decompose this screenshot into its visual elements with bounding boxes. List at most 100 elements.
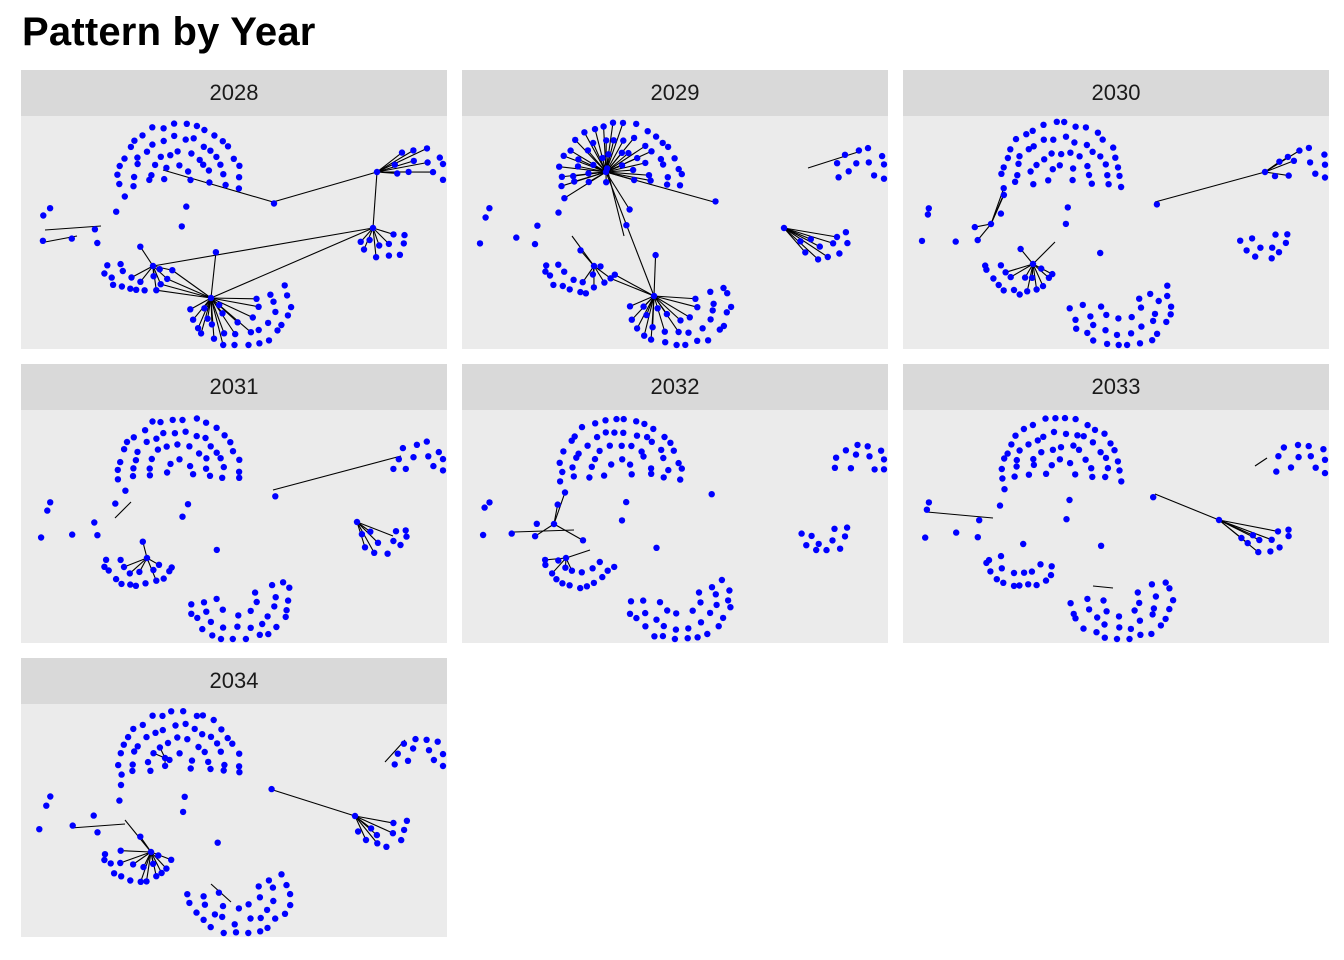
node bbox=[423, 736, 430, 743]
node bbox=[410, 157, 417, 165]
node bbox=[649, 324, 656, 331]
node bbox=[653, 616, 660, 623]
node bbox=[179, 513, 186, 520]
node bbox=[999, 475, 1006, 482]
edge bbox=[200, 297, 212, 334]
node bbox=[160, 429, 167, 437]
node bbox=[146, 176, 153, 184]
node bbox=[259, 620, 266, 628]
node bbox=[663, 181, 671, 188]
node bbox=[707, 288, 714, 295]
node bbox=[1053, 118, 1060, 125]
node bbox=[112, 575, 120, 583]
node bbox=[1104, 172, 1111, 179]
node bbox=[709, 307, 716, 314]
node bbox=[974, 534, 981, 541]
node bbox=[531, 533, 539, 540]
node bbox=[591, 455, 599, 463]
node bbox=[439, 467, 447, 474]
node bbox=[402, 527, 409, 534]
node bbox=[279, 579, 287, 586]
node bbox=[710, 300, 717, 307]
node bbox=[1166, 605, 1173, 613]
node bbox=[207, 765, 214, 773]
node bbox=[112, 500, 119, 507]
edge bbox=[131, 265, 154, 278]
node bbox=[163, 443, 170, 450]
edge bbox=[559, 166, 607, 173]
node bbox=[1072, 415, 1079, 423]
node bbox=[1285, 172, 1292, 179]
node bbox=[1033, 161, 1040, 169]
facet-panel-2034: 2034 bbox=[21, 658, 447, 937]
node bbox=[210, 335, 218, 342]
node bbox=[187, 176, 194, 184]
node bbox=[1101, 621, 1108, 628]
facet-panel-2028: 2028 bbox=[21, 70, 447, 349]
node bbox=[575, 156, 582, 163]
node bbox=[1007, 273, 1014, 281]
node-layer bbox=[37, 415, 447, 643]
node bbox=[152, 729, 159, 736]
node bbox=[187, 306, 194, 313]
node bbox=[117, 556, 124, 564]
node bbox=[572, 136, 579, 144]
node bbox=[1320, 446, 1327, 453]
node bbox=[235, 468, 243, 475]
node bbox=[134, 743, 141, 750]
node bbox=[1276, 158, 1283, 165]
node bbox=[706, 609, 714, 617]
node bbox=[202, 465, 210, 472]
node bbox=[189, 471, 197, 478]
node bbox=[392, 528, 400, 535]
node bbox=[556, 163, 563, 170]
node bbox=[224, 143, 232, 150]
node bbox=[264, 613, 271, 620]
node bbox=[201, 126, 208, 134]
node bbox=[123, 438, 131, 446]
edge bbox=[210, 297, 215, 339]
node bbox=[270, 200, 278, 207]
facet-plot-area bbox=[903, 116, 1329, 349]
node bbox=[843, 524, 851, 531]
node bbox=[677, 476, 684, 483]
node bbox=[400, 826, 408, 834]
node bbox=[1067, 600, 1074, 607]
edge bbox=[1010, 263, 1034, 278]
node bbox=[584, 442, 591, 449]
edge bbox=[653, 295, 691, 318]
node bbox=[149, 712, 156, 719]
node bbox=[269, 884, 277, 891]
node bbox=[232, 929, 240, 936]
node bbox=[877, 447, 885, 454]
edge bbox=[1005, 263, 1034, 273]
node bbox=[1062, 220, 1070, 228]
node bbox=[847, 465, 855, 472]
node bbox=[220, 767, 227, 774]
node bbox=[1284, 153, 1292, 161]
node bbox=[194, 325, 202, 332]
node bbox=[684, 635, 691, 642]
node bbox=[1249, 532, 1257, 539]
node bbox=[712, 591, 719, 598]
node bbox=[200, 893, 207, 900]
node bbox=[638, 448, 645, 455]
node bbox=[235, 612, 242, 619]
node bbox=[1066, 459, 1074, 467]
node bbox=[604, 567, 611, 574]
node bbox=[640, 597, 647, 604]
node bbox=[704, 630, 711, 638]
edge bbox=[614, 274, 655, 297]
node bbox=[724, 597, 732, 604]
node bbox=[1049, 166, 1056, 173]
node bbox=[697, 599, 704, 606]
node bbox=[1162, 579, 1169, 586]
node bbox=[199, 731, 206, 738]
node bbox=[435, 448, 442, 456]
node bbox=[842, 447, 850, 454]
node bbox=[128, 274, 135, 281]
node bbox=[640, 303, 647, 310]
node bbox=[186, 899, 193, 907]
node bbox=[1016, 153, 1023, 160]
facet-strip-label: 2030 bbox=[903, 70, 1329, 116]
